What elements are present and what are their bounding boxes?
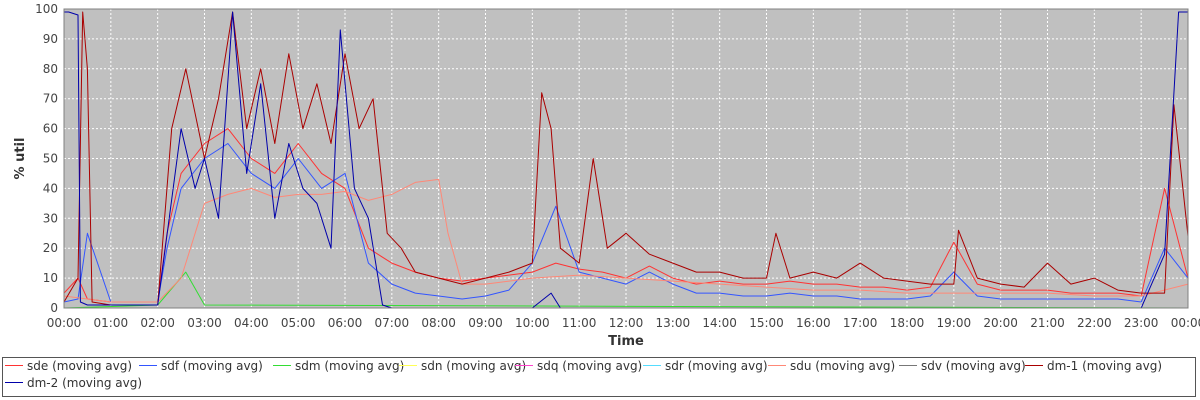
legend-label: sdf (moving avg): [161, 359, 263, 373]
legend-item: sdq (moving avg): [515, 359, 642, 373]
x-tick-label: 12:00: [609, 316, 644, 330]
legend-swatch: [5, 382, 23, 383]
y-tick-label: 50: [43, 152, 58, 166]
legend-label: dm-2 (moving avg): [27, 376, 142, 390]
y-tick-label: 40: [43, 181, 58, 195]
x-tick-label: 19:00: [937, 316, 972, 330]
y-tick-label: 80: [43, 62, 58, 76]
x-tick-label: 00:00: [47, 316, 82, 330]
x-tick-label: 17:00: [843, 316, 878, 330]
y-tick-label: 0: [50, 301, 58, 315]
legend-item: sde (moving avg): [5, 359, 132, 373]
legend-item: sdf (moving avg): [139, 359, 263, 373]
x-axis-ticks: 00:00 01:00 02:00 03:00 04:00 05:00 06:00 07:00…: [47, 316, 1200, 330]
x-tick-label: 01:00: [94, 316, 129, 330]
x-tick-label: 06:00: [328, 316, 363, 330]
x-tick-label: 15:00: [749, 316, 784, 330]
legend-item: dm-2 (moving avg): [5, 376, 142, 390]
y-tick-label: 10: [43, 271, 58, 285]
legend-item: dm-1 (moving avg): [1025, 359, 1162, 373]
x-tick-label: 03:00: [187, 316, 222, 330]
legend-label: dm-1 (moving avg): [1047, 359, 1162, 373]
x-tick-label: 10:00: [515, 316, 550, 330]
legend-item: sdm (moving avg): [273, 359, 404, 373]
legend-item: sdu (moving avg): [768, 359, 895, 373]
x-tick-label: 09:00: [468, 316, 503, 330]
y-tick-label: 100: [35, 2, 58, 16]
x-tick-label: 02:00: [140, 316, 175, 330]
x-tick-label: 21:00: [1030, 316, 1065, 330]
x-tick-label: 14:00: [702, 316, 737, 330]
x-tick-label: 20:00: [983, 316, 1018, 330]
y-tick-label: 20: [43, 241, 58, 255]
y-tick-label: 70: [43, 92, 58, 106]
legend-label: sdm (moving avg): [295, 359, 404, 373]
x-axis-label: Time: [608, 334, 644, 349]
x-tick-label: 07:00: [375, 316, 410, 330]
legend-swatch: [643, 365, 661, 366]
legend-swatch: [5, 365, 23, 366]
y-axis-ticks: 0 10 20 30 40 50 60 70 80 90 100: [35, 2, 58, 315]
legend-label: sdu (moving avg): [790, 359, 895, 373]
legend-label: sdq (moving avg): [537, 359, 642, 373]
legend-swatch: [273, 365, 291, 366]
x-tick-label: 11:00: [562, 316, 597, 330]
x-tick-label: 13:00: [656, 316, 691, 330]
legend-label: sdv (moving avg): [921, 359, 1026, 373]
line-chart: 0 10 20 30 40 50 60 70 80 90 100 00:00 01:00 02:00 03…: [0, 0, 1200, 356]
x-tick-label: 05:00: [281, 316, 316, 330]
y-tick-label: 30: [43, 211, 58, 225]
legend-swatch: [515, 365, 533, 366]
x-tick-label: 00:00: [1171, 316, 1200, 330]
legend-item: sdv (moving avg): [899, 359, 1026, 373]
legend-label: sdn (moving avg): [421, 359, 526, 373]
x-tick-label: 16:00: [796, 316, 831, 330]
y-axis-label: % util: [13, 138, 28, 180]
x-tick-label: 22:00: [1077, 316, 1112, 330]
x-tick-label: 23:00: [1124, 316, 1159, 330]
legend-swatch: [768, 365, 786, 366]
legend: sde (moving avg) sdf (moving avg) sdm (mov…: [2, 357, 1196, 397]
legend-item: sdn (moving avg): [399, 359, 526, 373]
x-tick-label: 08:00: [421, 316, 456, 330]
legend-label: sdr (moving avg): [665, 359, 768, 373]
legend-swatch: [399, 365, 417, 366]
legend-label: sde (moving avg): [27, 359, 132, 373]
legend-swatch: [899, 365, 917, 366]
y-tick-label: 90: [43, 32, 58, 46]
y-tick-label: 60: [43, 122, 58, 136]
x-tick-label: 04:00: [234, 316, 269, 330]
legend-swatch: [139, 365, 157, 366]
x-tick-label: 18:00: [890, 316, 925, 330]
legend-swatch: [1025, 365, 1043, 366]
legend-item: sdr (moving avg): [643, 359, 768, 373]
